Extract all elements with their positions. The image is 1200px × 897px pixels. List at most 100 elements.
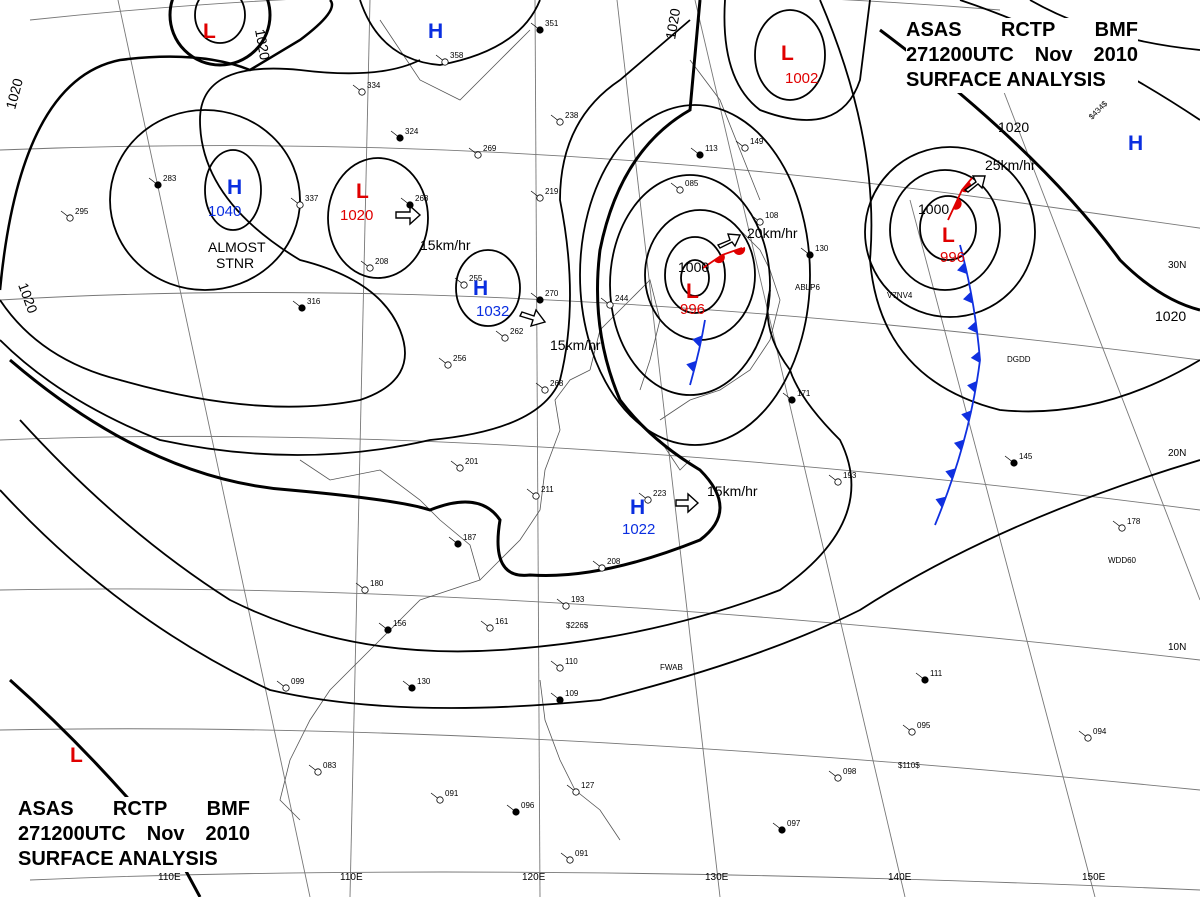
- station-circle-icon: [298, 304, 306, 312]
- high-letter: H: [1128, 132, 1143, 155]
- station-circle-icon: [536, 194, 544, 202]
- high-pressure-marker: H: [1128, 132, 1143, 155]
- station-circle-icon: [454, 540, 462, 548]
- station-circle-icon: [460, 281, 468, 289]
- station-pressure-reading: 208: [375, 257, 389, 266]
- station-pressure-reading: 324: [405, 127, 419, 136]
- station-plot: 211: [526, 485, 554, 500]
- high-pressure-value: 1032: [476, 303, 509, 320]
- latitude-label: 30N: [1168, 260, 1186, 271]
- station-pressure-reading: 255: [469, 274, 483, 283]
- station-plot: 262: [495, 327, 524, 342]
- low-pressure-marker: L: [70, 744, 83, 767]
- station-pressure-reading: 268: [550, 379, 564, 388]
- station-plot: 255: [454, 274, 483, 289]
- station-circle-icon: [541, 386, 549, 394]
- station-plot: 156: [378, 619, 407, 634]
- station-circle-icon: [788, 396, 796, 404]
- cold-front-triangle: [963, 291, 973, 304]
- station-circle-icon: [396, 134, 404, 142]
- station-pressure-reading: 171: [797, 389, 811, 398]
- title-code: BMF: [206, 798, 250, 820]
- station-plot: 316: [292, 297, 321, 312]
- station-pressure-reading: 111: [930, 669, 943, 678]
- station-callsign: WDD60: [1108, 556, 1137, 565]
- title-row: ASAS RCTP BMF: [906, 18, 1138, 43]
- station-callsign: V7NV4: [887, 291, 913, 300]
- isobar: [327, 157, 429, 279]
- title-block-top: ASAS RCTP BMF 271200UTC Nov 2010 SURFACE…: [906, 18, 1138, 93]
- title-agency: ASAS: [906, 19, 962, 41]
- warm-front-semicircle: [713, 253, 725, 264]
- station-circle-icon: [756, 218, 764, 226]
- isobar-label: 1020: [998, 119, 1029, 135]
- motion-arrow-icon: [519, 308, 547, 328]
- station-plot: 334: [352, 81, 381, 96]
- station-plot: 178: [1112, 517, 1141, 532]
- station-pressure-reading: 187: [463, 533, 477, 542]
- longitude-label: 130E: [705, 872, 729, 883]
- title-row: SURFACE ANALYSIS: [906, 68, 1138, 93]
- station-pressure-reading: 337: [305, 194, 319, 203]
- station-circle-icon: [921, 676, 929, 684]
- station-pressure-reading: 091: [575, 849, 589, 858]
- station-plot: 127: [566, 781, 595, 796]
- station-circle-icon: [562, 602, 570, 610]
- isobar: [754, 9, 826, 101]
- station-observations: 351 358 334 324 238 269 283 295 337 268 219 085 113 1…: [60, 19, 1141, 864]
- station-callsign: FWAB: [660, 663, 683, 672]
- station-plot: 337: [290, 194, 319, 209]
- high-pressure-marker: H 1032: [473, 277, 509, 320]
- coastlines: [279, 19, 781, 841]
- low-pressure-value: 1002: [785, 70, 818, 87]
- station-circle-icon: [282, 684, 290, 692]
- station-callsign: $226$: [566, 621, 589, 630]
- station-pressure-reading: 351: [545, 19, 559, 28]
- station-circle-icon: [154, 181, 162, 189]
- title-block-bottom: ASAS RCTP BMF 271200UTC Nov 2010 SURFACE…: [18, 797, 250, 872]
- station-plot: 109: [550, 689, 579, 704]
- station-circle-icon: [566, 856, 574, 864]
- station-circle-icon: [532, 492, 540, 500]
- title-row: ASAS RCTP BMF: [18, 797, 250, 822]
- station-pressure-reading: 201: [465, 457, 479, 466]
- motion-speed-label: 15km/hr: [420, 237, 471, 253]
- station-plot: 283: [148, 174, 177, 189]
- high-letter: H: [428, 20, 443, 43]
- title-year: 2010: [1093, 44, 1138, 66]
- cold-front-triangle: [967, 321, 978, 334]
- title-product: SURFACE ANALYSIS: [18, 848, 218, 870]
- station-plot: 095: [902, 721, 931, 736]
- station-circle-icon: [358, 88, 366, 96]
- station-pressure-reading: 109: [565, 689, 579, 698]
- cold-front-triangle: [970, 351, 981, 364]
- station-pressure-reading: 295: [75, 207, 89, 216]
- low-letter: L: [356, 180, 369, 203]
- latitude-label: 10N: [1168, 642, 1186, 653]
- station-pressure-reading: 244: [615, 294, 629, 303]
- station-plot: 223: [638, 489, 667, 504]
- station-circle-icon: [741, 144, 749, 152]
- station-callsign: DGDD: [1007, 355, 1031, 364]
- station-pressure-reading: 316: [307, 297, 321, 306]
- station-plot: 085: [670, 179, 699, 194]
- station-circle-icon: [501, 334, 509, 342]
- motion-arrow-icon: [675, 492, 700, 514]
- title-month: Nov: [1034, 44, 1073, 66]
- isobar: [609, 174, 771, 396]
- station-pressure-reading: 156: [393, 619, 407, 628]
- station-circle-icon: [314, 768, 322, 776]
- station-pressure-reading: 238: [565, 111, 579, 120]
- parallel-line: [0, 588, 1200, 661]
- low-pressure-marker: L: [203, 20, 216, 43]
- front-marks: [686, 181, 981, 508]
- fronts: [686, 177, 981, 526]
- station-pressure-reading: 208: [607, 557, 621, 566]
- high-pressure-marker: H 1040 ALMOST STNR: [208, 176, 266, 271]
- station-plot: 113: [690, 144, 718, 159]
- longitude-label: 110E: [158, 872, 181, 883]
- motion-arrow-icon: [963, 175, 986, 193]
- station-plot: 091: [560, 849, 589, 864]
- longitude-label: 140E: [888, 872, 912, 883]
